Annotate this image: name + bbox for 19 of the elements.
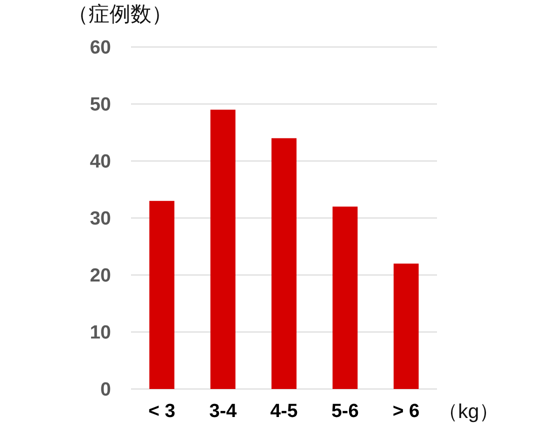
- x-tick-label: 4-5: [270, 401, 298, 422]
- x-tick-label: 5-6: [331, 401, 359, 422]
- y-tick-label: 60: [90, 38, 111, 59]
- x-axis-title: （kg）: [438, 401, 500, 423]
- y-tick-label: 10: [90, 322, 111, 344]
- y-tick-label: 30: [90, 208, 111, 230]
- bar: [149, 200, 174, 389]
- y-tick-label: 40: [90, 152, 111, 173]
- y-axis-title: （症例数）: [68, 3, 172, 26]
- bar: [332, 206, 358, 389]
- x-tick-label: 3-4: [209, 401, 238, 422]
- y-tick-label: 50: [90, 94, 111, 116]
- y-tick-label: 0: [100, 380, 111, 401]
- x-tick-label: > 6: [392, 401, 420, 422]
- bar: [210, 110, 236, 389]
- bar: [394, 264, 419, 389]
- y-tick-label: 20: [90, 266, 111, 287]
- bar: [271, 138, 297, 389]
- x-tick-label: < 3: [148, 401, 176, 422]
